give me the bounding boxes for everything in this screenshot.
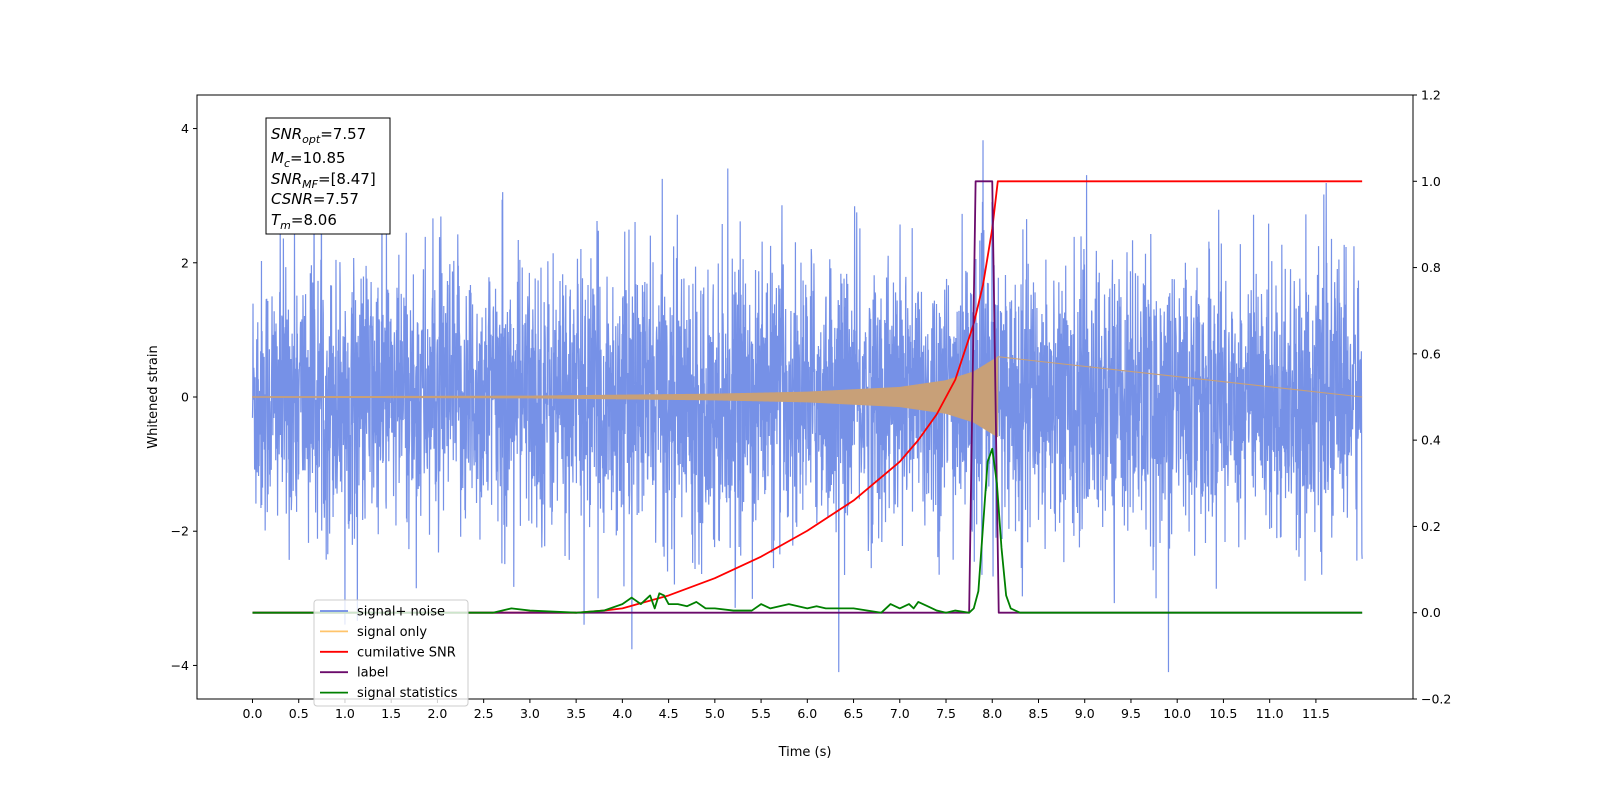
x-tick-label: 1.0: [335, 706, 355, 721]
y-right-tick-label: 0.0: [1421, 605, 1441, 620]
y-right-tick-label: 0.8: [1421, 260, 1441, 275]
x-tick-label: 11.0: [1256, 706, 1284, 721]
info-tm: Tm=8.06: [271, 211, 337, 232]
series-signal-only: [251, 356, 1363, 438]
info-mc: Mc=10.85: [271, 149, 346, 170]
x-tick-label: 4.0: [612, 706, 632, 721]
x-tick-label: 11.5: [1302, 706, 1330, 721]
series-signal-statistics: [252, 447, 1363, 614]
x-tick-label: 0.5: [289, 706, 309, 721]
legend: signal+ noise signal only cumilative SNR la…: [313, 599, 469, 707]
info-snr-opt: SNRopt=7.57: [271, 125, 366, 146]
legend-label: signal only: [357, 625, 427, 640]
x-tick-label: 9.5: [1121, 706, 1141, 721]
x-tick-label: 3.0: [520, 706, 540, 721]
x-tick-label: 10.0: [1163, 706, 1191, 721]
y-right-tick-label: 0.6: [1421, 346, 1441, 361]
x-tick-label: 2.5: [474, 706, 494, 721]
y-right-tick-label: −0.2: [1421, 692, 1451, 707]
legend-label: signal+ noise: [357, 605, 445, 620]
legend-label: cumilative SNR: [357, 645, 456, 660]
x-tick-label: 10.5: [1210, 706, 1238, 721]
y-left-tick-label: −2: [171, 524, 189, 539]
info-box-frame: [265, 117, 391, 235]
x-tick-label: 4.5: [659, 706, 679, 721]
y-left-tick-label: −4: [171, 658, 189, 673]
y-right-tick-label: 0.2: [1421, 519, 1441, 534]
x-tick-label: 9.0: [1075, 706, 1095, 721]
y-right-tick-label: 1.2: [1421, 88, 1441, 103]
y-right-tick-label: 1.0: [1421, 174, 1441, 189]
x-tick-label: 8.0: [982, 706, 1002, 721]
y-right-tick-label: 0.4: [1421, 433, 1441, 448]
series-cumulative-snr: [252, 180, 1363, 614]
x-tick-label: 3.5: [566, 706, 586, 721]
x-tick-label: 7.0: [890, 706, 910, 721]
y-axis-left-label: Whitened strain: [146, 345, 161, 448]
x-tick-label: 0.0: [243, 706, 263, 721]
x-axis-label: Time (s): [778, 745, 832, 760]
legend-label: label: [357, 666, 388, 681]
legend-label: signal statistics: [357, 686, 458, 701]
info-box: SNRopt=7.57 Mc=10.85 SNRMF=[8.47] CSNR=7…: [265, 117, 391, 235]
x-tick-label: 5.5: [751, 706, 771, 721]
x-tick-label: 1.5: [381, 706, 401, 721]
x-tick-label: 7.5: [936, 706, 956, 721]
info-snr-mf: SNRMF=[8.47]: [271, 170, 376, 191]
x-tick-label: 2.0: [427, 706, 447, 721]
x-tick-label: 6.5: [844, 706, 864, 721]
x-tick-label: 5.0: [705, 706, 725, 721]
x-tick-label: 8.5: [1029, 706, 1049, 721]
legend-frame: [313, 599, 469, 707]
y-left-tick-label: 2: [181, 255, 189, 270]
y-left-tick-label: 0: [181, 390, 189, 405]
y-left-tick-label: 4: [181, 121, 189, 136]
info-csnr: CSNR=7.57: [271, 190, 359, 208]
series-signal-noise: [251, 140, 1363, 673]
x-tick-label: 6.0: [797, 706, 817, 721]
